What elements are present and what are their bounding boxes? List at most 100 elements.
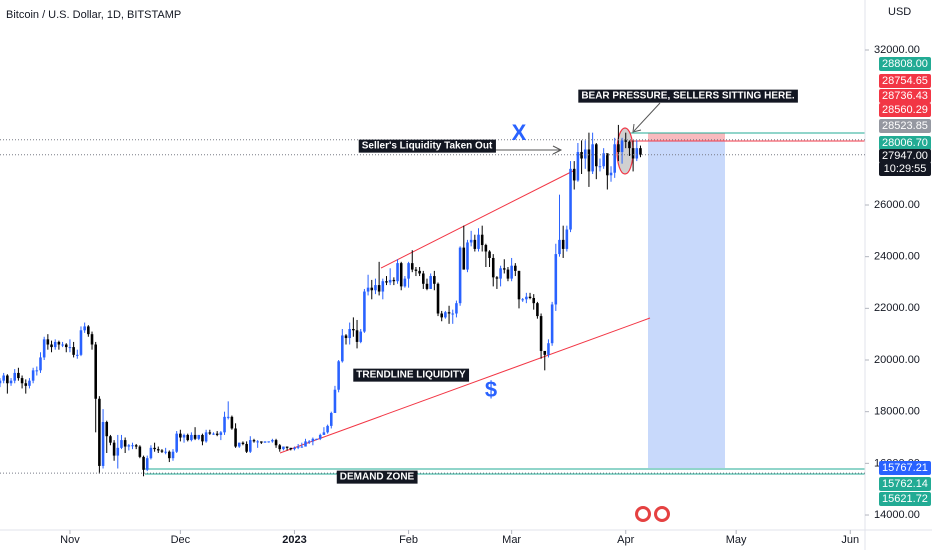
candle-body [160, 450, 164, 452]
candle-body [617, 144, 620, 153]
arrow [633, 102, 661, 132]
target-zone [648, 141, 725, 468]
candle-body [374, 285, 377, 291]
candle-body [318, 434, 322, 439]
candle-body [462, 247, 466, 270]
candle-body [595, 144, 598, 167]
price-label: 28808.00 [882, 58, 928, 70]
trendline [380, 169, 576, 269]
candle-body [289, 447, 293, 450]
candle-body [517, 270, 521, 300]
candle-body [429, 276, 432, 289]
x-tick-label: Nov [60, 534, 80, 546]
candle-body [42, 339, 46, 358]
candle-body [50, 344, 53, 348]
price-label: 15621.72 [882, 493, 928, 505]
price-label: 28754.65 [882, 75, 928, 87]
candle-body [355, 330, 359, 342]
candle-body [94, 344, 97, 399]
candle-body [304, 441, 307, 447]
candle-body [267, 441, 270, 443]
candle-body [572, 168, 576, 181]
candle-body [142, 456, 145, 470]
candle-body [76, 354, 79, 356]
countdown: 10:29:55 [884, 163, 927, 175]
x-tick-label: Dec [171, 534, 191, 546]
candle-body [565, 229, 569, 249]
candle-body [105, 422, 109, 437]
candle-body [179, 433, 182, 438]
candle-body [168, 451, 171, 459]
candle-body [580, 152, 583, 159]
candle-body [68, 347, 72, 349]
candle-body [234, 428, 237, 447]
candle-body [219, 432, 223, 435]
candle-body [609, 172, 613, 176]
candle-body [418, 270, 421, 274]
candle-body [495, 277, 499, 279]
candle-body [440, 313, 443, 318]
candle-body [635, 148, 639, 159]
candle-body [521, 299, 524, 301]
candle-body [53, 341, 57, 348]
candle-body [197, 434, 201, 439]
candle-body [271, 440, 274, 442]
annotation: DEMAND ZONE [340, 472, 415, 483]
candle-body [536, 303, 539, 317]
price-label: 15762.14 [882, 478, 928, 490]
candle-body [525, 296, 528, 300]
candle-body [13, 372, 17, 381]
candle-body [230, 416, 234, 429]
y-tick-label: 14000.00 [874, 509, 920, 521]
candle-body [307, 441, 311, 443]
candle-body [469, 239, 473, 243]
candle-body [315, 438, 318, 440]
candle-body [436, 283, 440, 314]
drawings [145, 102, 865, 522]
candle-body [278, 445, 282, 450]
candle-body [576, 152, 580, 181]
candle-body [123, 440, 127, 447]
candle-body [341, 335, 344, 362]
candle-body [90, 334, 94, 345]
candle-body [300, 446, 304, 448]
candle-body [28, 380, 31, 386]
candle-body [473, 239, 477, 249]
annotation-box [358, 139, 496, 153]
price-label-box [879, 119, 931, 133]
candle-body [311, 438, 315, 442]
candle-body [399, 263, 403, 287]
candle-body [182, 434, 186, 438]
candle-body [249, 440, 252, 452]
candle-body [550, 304, 554, 344]
candle-body [263, 441, 267, 443]
candle-body [282, 446, 285, 450]
candle-body [109, 436, 112, 443]
annotation: Seller's Liquidity Taken Out [362, 141, 493, 152]
candle-body [337, 361, 340, 390]
candle-body [499, 268, 502, 279]
candle-body [624, 140, 628, 142]
x-tick-label: 2023 [282, 534, 306, 546]
candle-body [451, 313, 455, 315]
candle-body [591, 144, 594, 172]
candle-body [2, 375, 5, 381]
candle-body [569, 168, 572, 230]
candle-body [212, 433, 215, 435]
candle-body [215, 433, 219, 435]
annotation-symbol: X [512, 120, 527, 145]
candle-body [422, 273, 425, 284]
candle-body [171, 451, 175, 459]
price-label-box [879, 461, 931, 475]
candle-body [502, 268, 506, 270]
candle-body [208, 432, 212, 434]
candle-body [101, 422, 105, 466]
candle-body [491, 257, 495, 278]
candle-body [329, 412, 333, 426]
candle-body [201, 434, 204, 442]
candle-body [392, 279, 396, 282]
price-label: 27947.00 [882, 150, 928, 162]
candle-body [539, 316, 543, 351]
candle-body [127, 445, 131, 447]
